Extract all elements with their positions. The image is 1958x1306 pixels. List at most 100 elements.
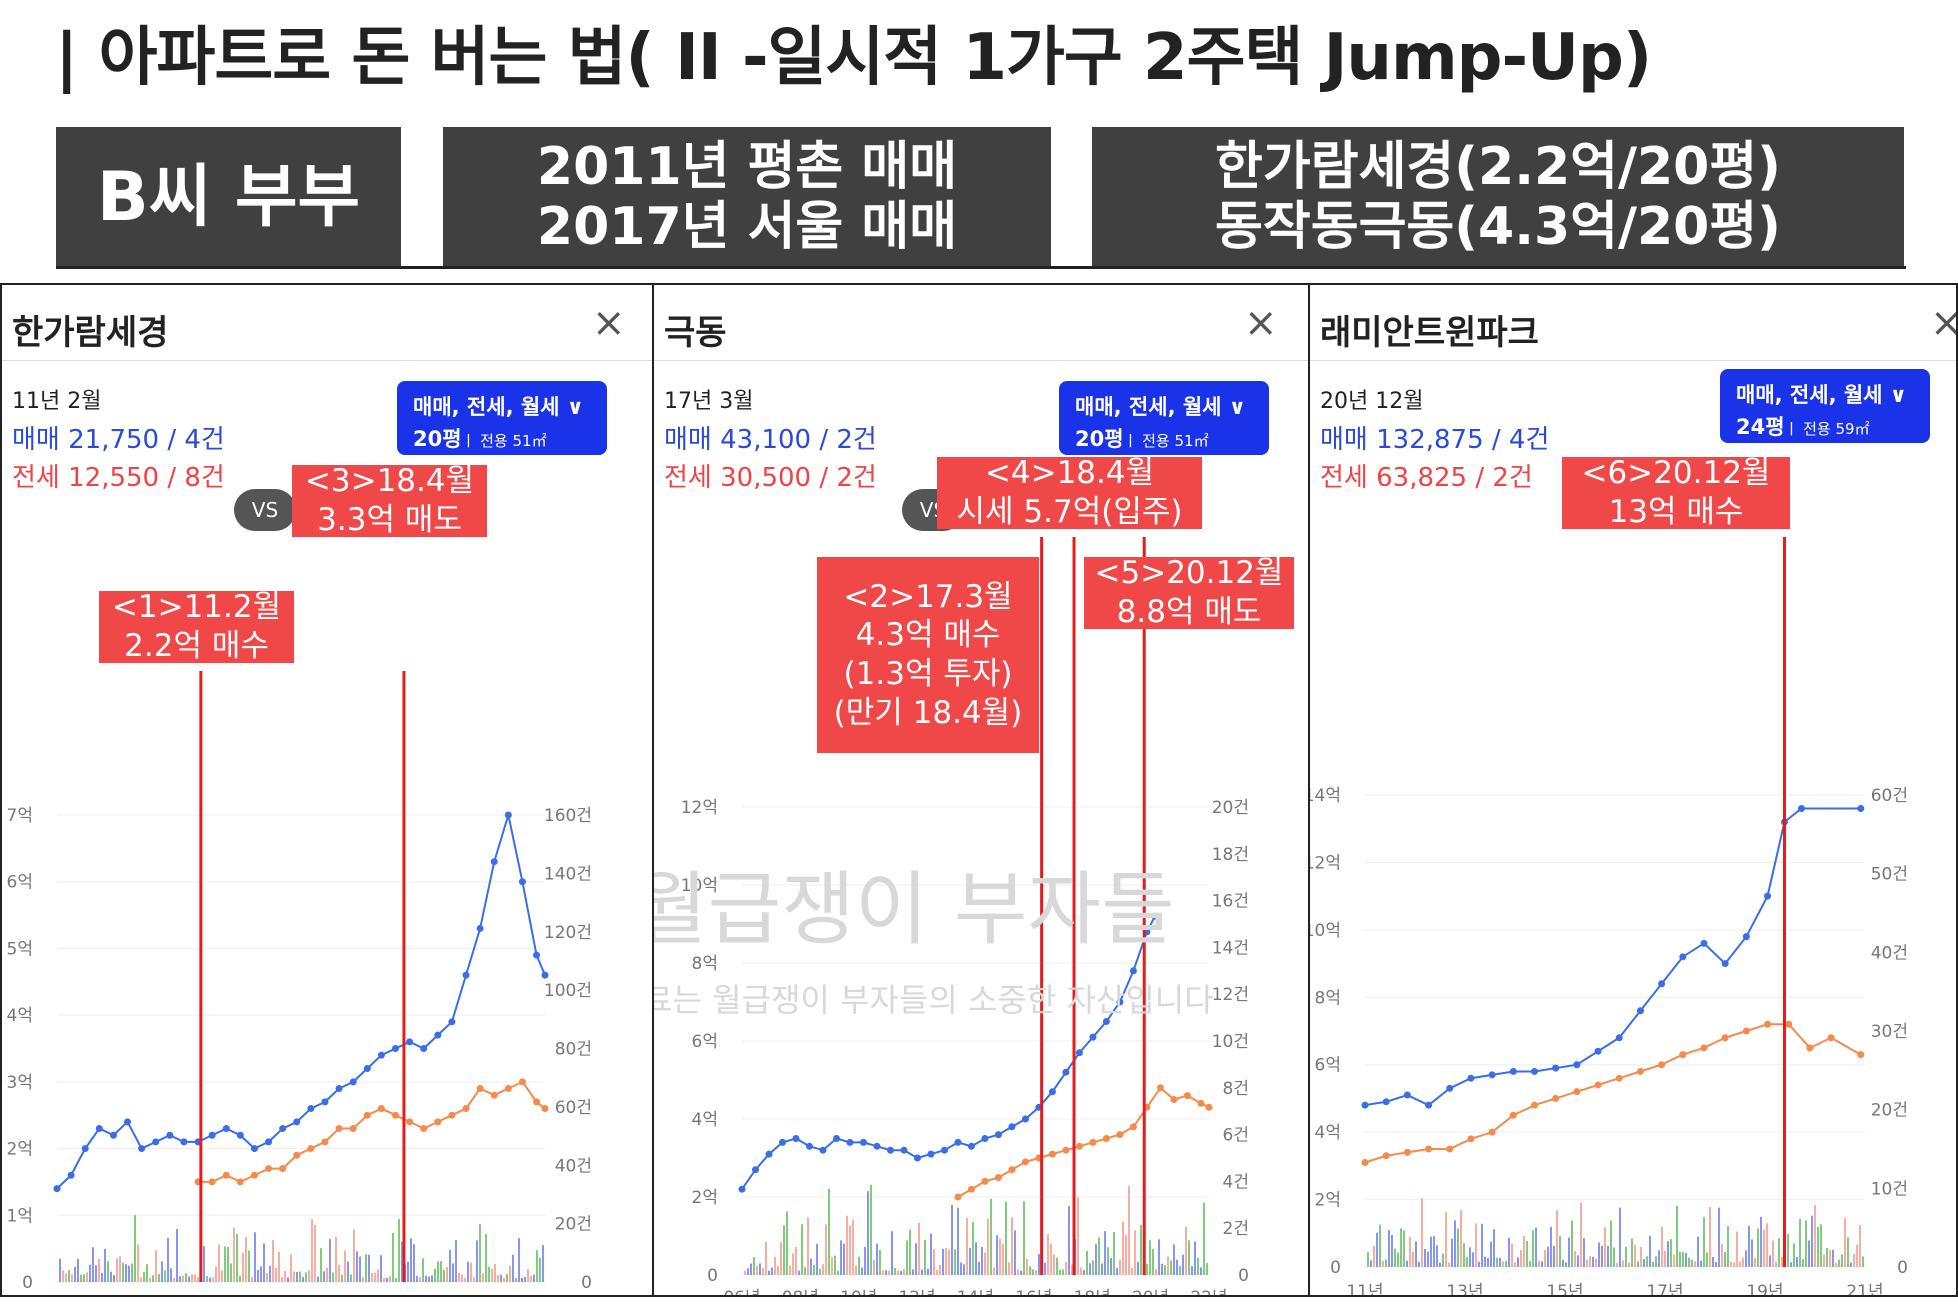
close-icon[interactable]: × [1930,303,1956,343]
data-point [53,1185,61,1193]
volume-bar [1014,1230,1016,1275]
volume-bar [1634,1244,1636,1267]
volume-bar [1799,1218,1801,1267]
volume-bar [1158,1239,1160,1275]
volume-bar [1385,1259,1387,1267]
y2-tick-label: 0 [1238,1266,1249,1286]
data-point [476,924,484,932]
volume-bar [500,1274,502,1282]
x-tick-label: 17년 [1646,1282,1683,1295]
volume-bar [530,1275,532,1282]
data-point [1048,1088,1056,1096]
deal-type-filter-button[interactable]: 매매, 전세, 월세 ∨ 24평ㅣ 전용 59㎡ [1720,369,1930,443]
volume-bar [858,1256,860,1275]
data-point [476,1085,484,1093]
deal-type-filter-label: 매매, 전세, 월세 ∨ [1075,395,1246,419]
close-icon[interactable]: × [592,300,626,346]
volume-bar [101,1272,103,1282]
data-point [95,1125,103,1133]
data-point [462,971,470,979]
data-point [1446,1084,1454,1092]
volume-bar [1604,1227,1606,1267]
volume-bar [521,1277,523,1282]
annotation-line: (1.3억 투자) [843,656,1013,692]
volume-bar [1664,1251,1666,1267]
watermark-sub: 이 자료는 월급쟁이 부자들의 소중한 자산입니다 [654,981,1214,1019]
y-tick-label: 0 [707,1266,718,1286]
data-point [533,951,541,959]
volume-bar [1697,1236,1699,1267]
annotation-line: <3>18.4월 [304,463,475,500]
volume-bar [1541,1261,1543,1267]
volume-bar [83,1274,85,1282]
y2-tick-label: 2건 [1223,1219,1249,1239]
volume-bar [1511,1243,1513,1267]
volume-bar [410,1238,412,1282]
volume-bar [861,1267,863,1275]
vs-compare-button[interactable]: VS [234,489,296,531]
y2-tick-label: 30건 [1871,1022,1908,1042]
volume-bar [347,1261,349,1282]
deal-type-filter-button[interactable]: 매매, 전세, 월세 ∨ 20평ㅣ 전용 51㎡ [1059,381,1269,455]
volume-bar [1056,1257,1058,1275]
data-point [321,1138,329,1146]
volume-bar [936,1269,938,1275]
volume-bar [446,1266,448,1282]
volume-bar [1568,1237,1570,1267]
price-chart: 0 1억 2억 3억 4억 5억 6억 7억 0 20건 40건 60건 80건 100건 120건 140건… [7,671,592,1293]
volume-bar [1850,1262,1852,1267]
volume-bar [948,1249,950,1275]
volume-bar [1421,1198,1423,1267]
volume-bar [1092,1260,1094,1275]
volume-bar [284,1270,286,1282]
volume-bar [1520,1250,1522,1267]
data-point [832,1135,840,1142]
y-tick-label: 4억 [7,1006,33,1026]
volume-bar [981,1247,983,1275]
volume-bar [1197,1257,1199,1275]
volume-bar [365,1254,367,1282]
panel-title: 한가람세경 [12,313,169,353]
data-point [1062,1146,1070,1154]
header-box-apartments: 한가람세경(2.2억/20평) 동작동극동(4.3억/20평) [1092,127,1904,269]
volume-bar [1526,1241,1528,1267]
volume-bar [759,1263,761,1275]
volume-bar [68,1269,70,1282]
volume-bar [143,1272,145,1282]
volume-bar [1179,1266,1181,1275]
data-point [124,1118,132,1126]
volume-bar [792,1253,794,1275]
volume-bar [188,1276,190,1282]
volume-bar [176,1228,178,1282]
selected-date: 20년 12월 [1320,389,1424,414]
deal-type-filter-button[interactable]: 매매, 전세, 월세 ∨ 20평ㅣ 전용 51㎡ [397,381,607,455]
volume-bar [1478,1261,1480,1267]
volume-bar [804,1267,806,1275]
volume-bar [1745,1250,1747,1267]
data-point [406,1038,414,1046]
area-filter-row: 20평ㅣ 전용 51㎡ [1075,423,1209,453]
data-point [504,811,512,819]
y-tick-label: 8억 [692,954,718,974]
volume-bar [416,1275,418,1282]
volume-bar [762,1267,764,1275]
volume-bar [1571,1220,1573,1267]
volume-bar [951,1205,953,1275]
volume-bar [302,1276,304,1282]
volume-bar [1203,1202,1205,1275]
volume-bar [1460,1210,1462,1267]
data-point [954,1193,962,1201]
volume-bar [170,1268,172,1282]
header-box-couple: B씨 부부 [56,127,401,269]
volume-bar [1748,1225,1750,1267]
close-icon[interactable]: × [1244,300,1278,346]
exclusive-area-label: ㅣ 전용 51㎡ [461,432,547,450]
volume-bar [1155,1268,1157,1275]
volume-bar [86,1272,88,1282]
volume-bar [1673,1254,1675,1267]
volume-bar [744,1270,746,1275]
volume-bar [1206,1263,1208,1275]
volume-bar [960,1262,962,1275]
data-point [279,1165,287,1173]
volume-bar [972,1221,974,1275]
